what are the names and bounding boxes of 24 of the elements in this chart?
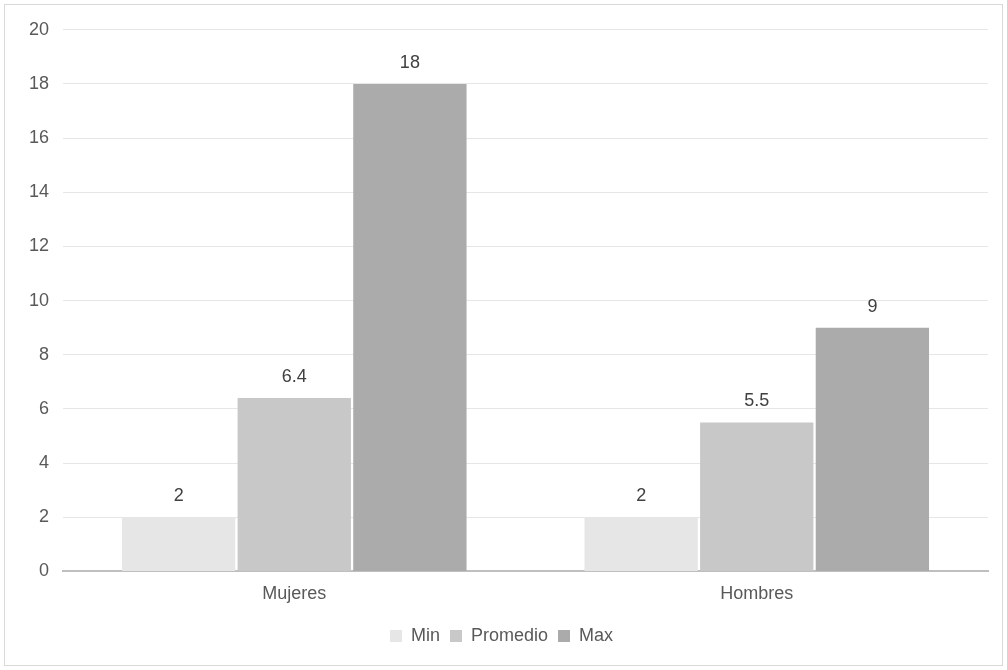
y-tick-label: 2	[39, 506, 50, 527]
y-tick-label: 18	[28, 72, 50, 93]
y-tick-label: 8	[39, 343, 50, 364]
data-label: 2	[636, 485, 647, 506]
y-tick-label: 12	[28, 235, 50, 256]
y-tick-label: 16	[28, 127, 50, 148]
legend-label: Min	[410, 624, 440, 645]
data-label: 5.5	[744, 390, 770, 411]
y-tick-label: 10	[28, 289, 50, 310]
bar	[815, 327, 930, 571]
data-label: 18	[399, 51, 420, 72]
y-tick-label: 6	[39, 397, 50, 418]
data-label: 2	[173, 485, 184, 506]
x-tick-label: Hombres	[720, 583, 794, 604]
data-label: 9	[867, 295, 878, 316]
legend-label: Promedio	[470, 624, 549, 645]
legend-label: Max	[579, 624, 614, 645]
y-tick-label: 20	[28, 18, 50, 39]
y-tick-label: 4	[39, 452, 50, 473]
bar	[353, 83, 467, 571]
y-tick-label: 0	[39, 560, 50, 581]
x-tick-label: Mujeres	[262, 583, 327, 604]
data-label: 6.4	[281, 366, 307, 387]
y-tick-label: 14	[28, 181, 50, 202]
